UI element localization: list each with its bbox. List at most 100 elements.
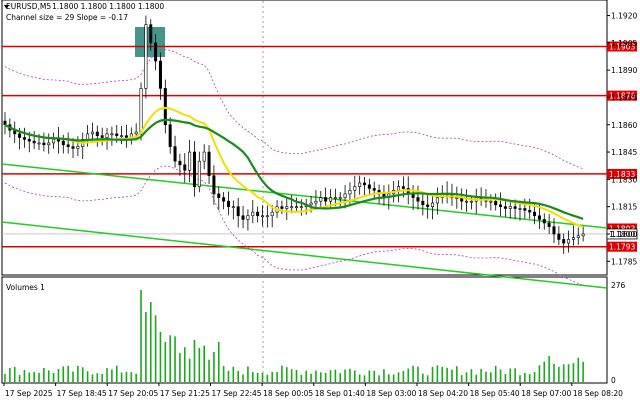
candle-body (124, 135, 128, 138)
time-tick-label: 17 Sep 21:25 (160, 389, 210, 398)
candle-body (134, 131, 138, 135)
candle-body (290, 206, 294, 208)
candle-body (581, 233, 585, 237)
candle-body (426, 204, 430, 207)
candle-body (32, 140, 36, 144)
candle-body (3, 120, 7, 126)
channel-lower-line[interactable] (1, 221, 608, 289)
level-price-label: 1.1903 (609, 43, 635, 52)
candle-body (270, 211, 274, 217)
time-tick-label: 17 Sep 22:45 (211, 389, 261, 398)
envelope-bands (4, 49, 584, 286)
time-tick-label: 18 Sep 04:20 (418, 389, 468, 398)
candle-body (47, 142, 51, 146)
candle-body (236, 206, 240, 217)
candles (3, 15, 585, 254)
candle-body (246, 215, 250, 220)
ohlc-readout: 1.1800 1.1800 1.1800 1.1800 (52, 2, 164, 11)
candle-body (372, 188, 376, 191)
candle-body (314, 200, 318, 204)
candle-body (552, 226, 556, 235)
candle-body (324, 197, 328, 202)
candle-body (338, 197, 342, 199)
level-price-tag (607, 41, 637, 52)
price-tick-label: 1.1905 (611, 39, 637, 48)
candle-body (489, 200, 493, 203)
volume-axis-top: 276 (611, 281, 626, 290)
candle-body (110, 133, 114, 136)
candle-body (547, 222, 551, 227)
channel-upper-line[interactable] (1, 163, 608, 229)
time-tick-label: 18 Sep 01:40 (315, 389, 365, 398)
candle-body (285, 206, 289, 209)
time-tick-label: 17 Sep 2025 (5, 389, 53, 398)
ma-fast-line[interactable] (4, 106, 584, 229)
candle-body (207, 151, 211, 177)
candle-body (154, 42, 158, 62)
price-tick-label: 1.1875 (611, 93, 637, 102)
candle-body (163, 88, 167, 126)
candle-body (518, 208, 522, 210)
candle-body (256, 211, 260, 217)
candle-body (37, 142, 41, 145)
price-tick-label: 1.1860 (611, 121, 637, 130)
candle-body (100, 135, 104, 138)
volume-pane-frame (1, 276, 608, 384)
candle-body (537, 215, 541, 220)
volume-pane-label: Volumes 1 (6, 283, 45, 292)
symbol-label: EURUSD,M5 (6, 2, 51, 11)
candle-body (66, 144, 70, 147)
candle-body (265, 215, 269, 218)
candle-body (231, 206, 235, 208)
candle-body (144, 24, 148, 89)
candle-body (183, 164, 187, 171)
candle-body (251, 211, 255, 217)
candle-body (309, 202, 313, 206)
candle-body (188, 151, 192, 171)
candle-body (197, 160, 201, 187)
candle-body (503, 206, 507, 209)
time-tick-label: 17 Sep 18:45 (57, 389, 107, 398)
candle-body (401, 186, 405, 189)
price-tick-label: 1.1785 (611, 257, 637, 266)
level-price-label: 1.1833 (609, 170, 635, 179)
candle-body (533, 211, 537, 217)
candle-body (149, 24, 153, 44)
candle-body (90, 131, 94, 135)
candle-body (557, 233, 561, 240)
candle-body (95, 131, 99, 136)
candle-body (178, 160, 182, 166)
candle-body (192, 151, 196, 187)
candle-body (431, 202, 435, 207)
candle-body (212, 175, 216, 195)
candle-body (508, 206, 512, 209)
price-tick-label: 1.1830 (611, 175, 637, 184)
time-tick-label: 17 Sep 20:05 (108, 389, 158, 398)
candle-body (27, 139, 31, 142)
level-price-tag (607, 241, 637, 252)
ma-slow-line[interactable] (4, 118, 584, 220)
candle-body (542, 219, 546, 224)
candle-body (358, 182, 362, 187)
level-price-label: 1.1876 (609, 92, 635, 101)
candle-body (241, 215, 245, 220)
candle-body (18, 133, 22, 138)
envelope-lower (4, 165, 584, 286)
level-price-label: 1.1793 (609, 243, 635, 252)
candle-body (260, 215, 264, 218)
candle-body (52, 139, 56, 144)
hidden-price-tag (607, 223, 637, 234)
candle-body (469, 200, 473, 203)
candle-body (416, 197, 420, 202)
dropdown-triangle-icon[interactable] (4, 5, 9, 9)
candle-body (173, 146, 177, 162)
candle-body (105, 133, 109, 138)
candle-body (363, 182, 367, 186)
candle-body (86, 133, 90, 140)
candle-body (280, 206, 284, 209)
candle-body (22, 137, 26, 140)
candle-body (115, 133, 119, 136)
candle-body (465, 200, 469, 203)
